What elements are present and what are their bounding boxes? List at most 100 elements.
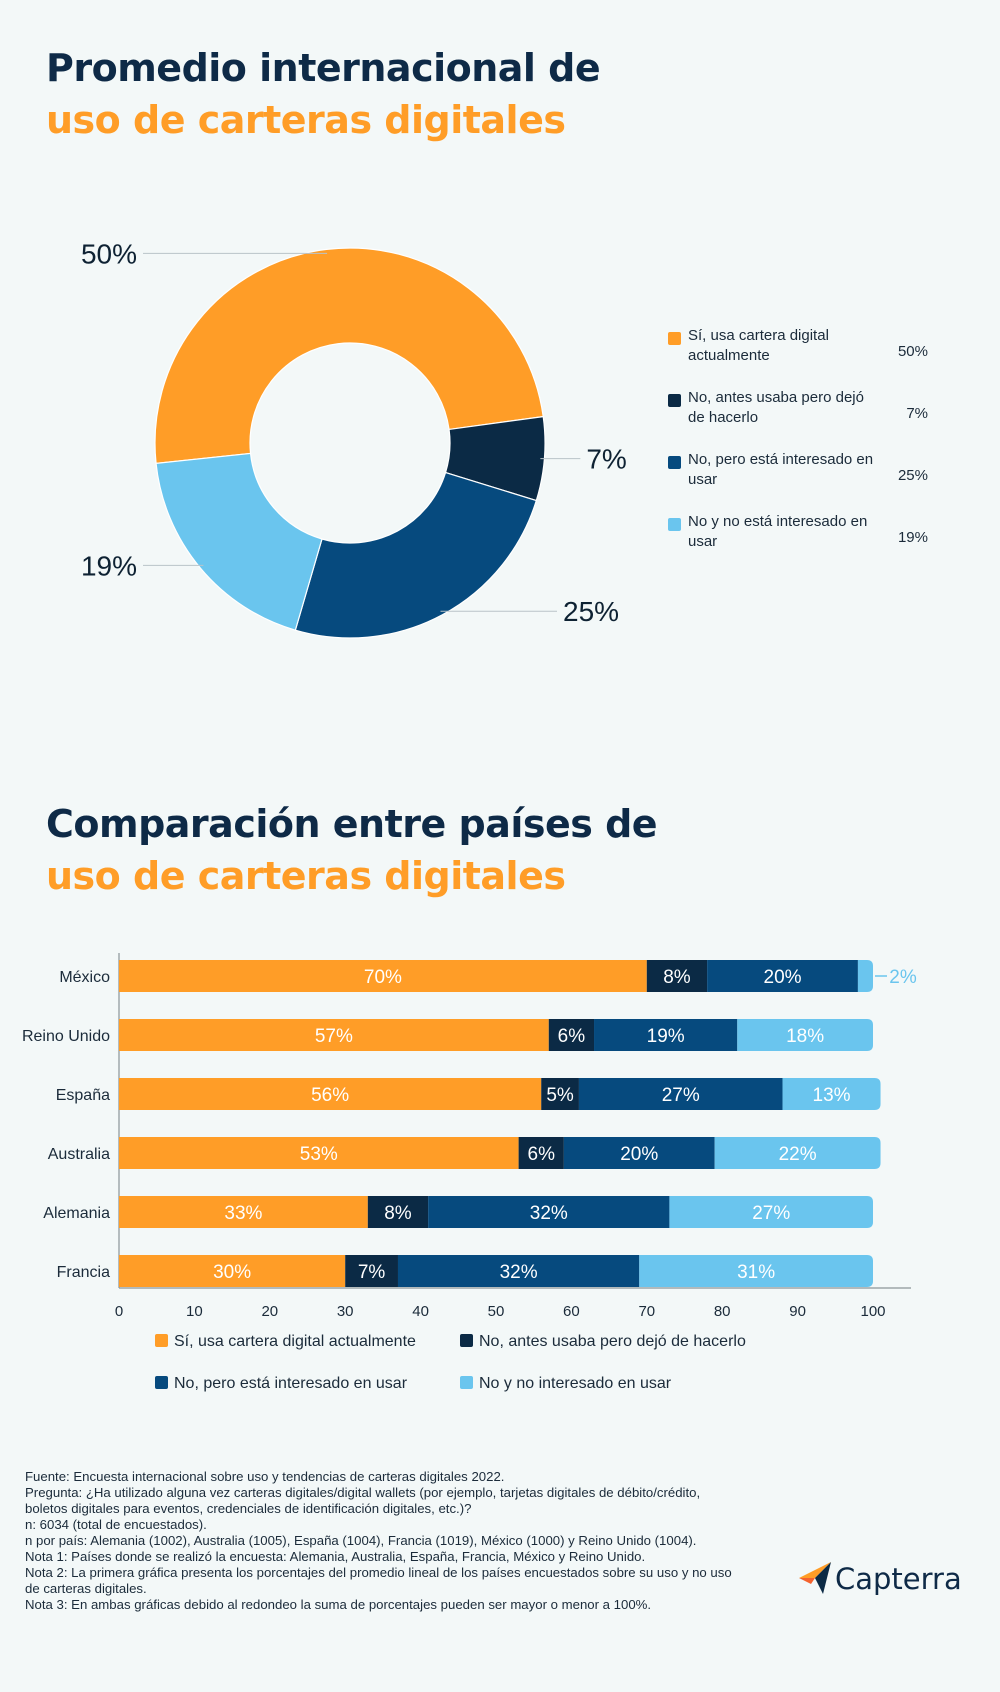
- donut-title-line1: Promedio internacional de: [46, 46, 601, 90]
- donut-label-3: 19%: [81, 550, 137, 581]
- bar-segment: [119, 960, 647, 992]
- legend-label: No y no está interesado en usar: [688, 513, 868, 550]
- bar-segment: [428, 1196, 670, 1228]
- note-line: n por país: Alemania (1002), Australia (…: [25, 1533, 697, 1548]
- bar-segment: [518, 1137, 564, 1169]
- bar-segment: [782, 1078, 881, 1110]
- legend-value: 50%: [897, 343, 928, 360]
- bar-segment: [563, 1137, 715, 1169]
- bar-legend-item: No, pero está interesado en usar: [155, 1374, 407, 1394]
- bar-value-label: 32%: [530, 1203, 568, 1224]
- x-tick-label: 0: [115, 1303, 123, 1320]
- legend-swatch: [668, 332, 681, 345]
- note-line: Fuente: Encuesta internacional sobre uso…: [25, 1469, 505, 1484]
- x-tick-label: 90: [789, 1303, 806, 1320]
- bar-value-label: 8%: [663, 967, 691, 988]
- bar-segment: [646, 960, 708, 992]
- legend-value: 19%: [897, 529, 928, 546]
- bar-title-line2: uso de carteras digitales: [46, 854, 566, 898]
- bar-value-label: 5%: [546, 1085, 574, 1106]
- category-label: México: [59, 969, 110, 986]
- bar-value-label: 7%: [358, 1262, 386, 1283]
- category-label: España: [56, 1087, 110, 1104]
- bar-value-label: 27%: [752, 1203, 790, 1224]
- bar-chart-title: Comparación entre países de uso de carte…: [46, 798, 658, 902]
- bar-legend-item: No, antes usaba pero dejó de hacerlo: [460, 1332, 746, 1352]
- x-tick-label: 60: [563, 1303, 580, 1320]
- donut-title-line2: uso de carteras digitales: [46, 98, 566, 142]
- bar-segment: [367, 1196, 429, 1228]
- bar-value-label: 22%: [779, 1144, 817, 1165]
- x-tick-label: 70: [638, 1303, 655, 1320]
- note-line: n: 6034 (total de encuestados).: [25, 1517, 207, 1532]
- capterra-arrow-icon: [799, 1562, 831, 1594]
- bar-segment: [639, 1255, 873, 1287]
- bar-segment: [669, 1196, 873, 1228]
- bar-segment: [541, 1078, 579, 1110]
- donut-slice-2: [294, 471, 538, 639]
- legend-label: No, pero está interesado en usar: [174, 1375, 408, 1392]
- bar-value-label: 20%: [620, 1144, 658, 1165]
- x-tick-label: 100: [860, 1303, 885, 1320]
- legend-swatch: [460, 1334, 473, 1347]
- donut-chart: 50% 7% 25% 19%: [81, 238, 627, 639]
- bar-segment: [707, 960, 858, 992]
- bar-value-label: 32%: [500, 1262, 538, 1283]
- category-label: Francia: [57, 1264, 110, 1281]
- legend-label: Sí, usa cartera digital actualmente: [688, 327, 829, 364]
- donut-legend-item: No y no está interesado en usar 19%: [668, 512, 928, 574]
- bar-segment: [119, 1255, 346, 1287]
- note-line: Nota 3: En ambas gráficas debido al redo…: [25, 1597, 652, 1612]
- x-tick-label: 10: [186, 1303, 203, 1320]
- bar-segment: [857, 960, 873, 992]
- legend-swatch: [668, 518, 681, 531]
- bar-value-label: 6%: [558, 1026, 586, 1047]
- note-line: Nota 2: La primera gráfica presenta los …: [25, 1565, 736, 1596]
- bar-segment: [548, 1019, 595, 1051]
- bar-segment: [397, 1255, 640, 1287]
- donut-label-0: 50%: [81, 238, 137, 269]
- stacked-bar-chart: 0 10 20 30 40 50 60 70 80 90 100 México 70% 8% 20% 2% Re…: [22, 953, 917, 1320]
- bar-value-label: 19%: [647, 1026, 685, 1047]
- bar-segment: [714, 1137, 881, 1169]
- bar-legend-item: Sí, usa cartera digital actualmente: [155, 1332, 416, 1352]
- x-tick-label: 30: [337, 1303, 354, 1320]
- bar-title-line1: Comparación entre países de: [46, 802, 658, 846]
- bar-value-label: 18%: [786, 1026, 824, 1047]
- legend-label: Sí, usa cartera digital actualmente: [174, 1333, 416, 1350]
- bar-value-label: 57%: [315, 1026, 353, 1047]
- bar-value-label: 8%: [384, 1203, 412, 1224]
- legend-value: 25%: [897, 467, 928, 484]
- legend-label: No, pero está interesado en usar: [688, 451, 874, 488]
- legend-label: No, antes usaba pero dejó de hacerlo: [479, 1333, 746, 1350]
- donut-label-2: 25%: [563, 596, 619, 627]
- bar-value-label: 6%: [528, 1144, 556, 1165]
- bar-value-label: 56%: [311, 1085, 349, 1106]
- bar-segment: [119, 1078, 542, 1110]
- note-line: Nota 1: Países donde se realizó la encue…: [25, 1549, 646, 1564]
- bar-value-label: 27%: [662, 1085, 700, 1106]
- bar-value-label: 70%: [364, 967, 402, 988]
- legend-value: 7%: [906, 405, 928, 422]
- legend-label: No y no interesado en usar: [479, 1375, 672, 1392]
- donut-legend-item: No, antes usaba pero dejó de hacerlo 7%: [668, 388, 928, 450]
- x-tick-label: 20: [261, 1303, 278, 1320]
- bar-segment: [119, 1137, 519, 1169]
- note-line: Pregunta: ¿Ha utilizado alguna vez carte…: [25, 1485, 704, 1516]
- donut-slice-0: [154, 247, 544, 465]
- bar-segment: [578, 1078, 783, 1110]
- bar-segment: [737, 1019, 873, 1051]
- donut-legend: Sí, usa cartera digital actualmente 50% No…: [668, 326, 928, 574]
- category-label: Alemania: [43, 1205, 110, 1222]
- legend-swatch: [668, 456, 681, 469]
- x-tick-label: 80: [714, 1303, 731, 1320]
- bar-value-label: 33%: [224, 1203, 262, 1224]
- legend-swatch: [155, 1376, 168, 1389]
- bar-value-label: 13%: [813, 1085, 851, 1106]
- bar-value-label: 53%: [300, 1144, 338, 1165]
- legend-label: No, antes usaba pero dejó de hacerlo: [688, 389, 864, 426]
- x-tick-label: 40: [412, 1303, 429, 1320]
- donut-chart-title: Promedio internacional de uso de cartera…: [46, 42, 601, 146]
- donut-slice-3: [155, 452, 323, 631]
- donut-legend-item: No, pero está interesado en usar 25%: [668, 450, 928, 512]
